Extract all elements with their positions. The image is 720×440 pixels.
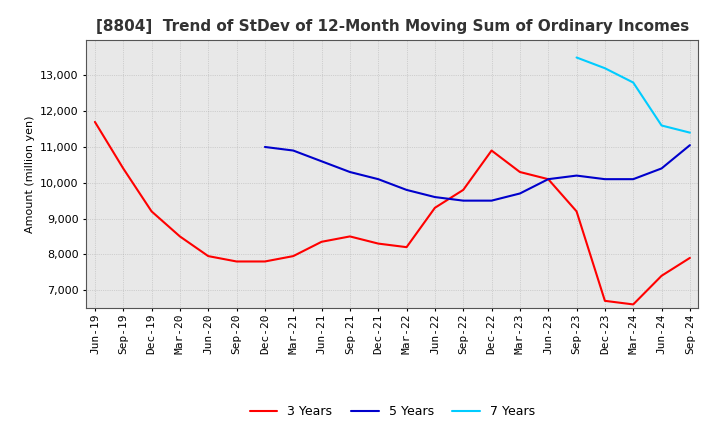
5 Years [600, 176, 609, 182]
5 Years [374, 176, 382, 182]
7 Years [657, 123, 666, 128]
Line: 7 Years: 7 Years [577, 58, 690, 132]
3 Years [261, 259, 269, 264]
Line: 3 Years: 3 Years [95, 122, 690, 304]
5 Years [459, 198, 467, 203]
3 Years [657, 273, 666, 279]
5 Years [431, 194, 439, 200]
3 Years [431, 205, 439, 210]
3 Years [346, 234, 354, 239]
5 Years [544, 176, 552, 182]
Y-axis label: Amount (million yen): Amount (million yen) [24, 115, 35, 233]
3 Years [119, 166, 127, 171]
3 Years [459, 187, 467, 193]
5 Years [289, 148, 297, 153]
3 Years [233, 259, 241, 264]
3 Years [685, 255, 694, 260]
5 Years [402, 187, 411, 193]
3 Years [629, 302, 637, 307]
3 Years [204, 253, 212, 259]
5 Years [685, 143, 694, 148]
3 Years [91, 119, 99, 125]
3 Years [148, 209, 156, 214]
7 Years [629, 80, 637, 85]
3 Years [289, 253, 297, 259]
3 Years [176, 234, 184, 239]
5 Years [318, 159, 326, 164]
3 Years [516, 169, 524, 175]
3 Years [402, 245, 411, 250]
7 Years [572, 55, 581, 60]
5 Years [261, 144, 269, 150]
3 Years [572, 209, 581, 214]
5 Years [657, 166, 666, 171]
Line: 5 Years: 5 Years [265, 145, 690, 201]
7 Years [600, 66, 609, 71]
5 Years [572, 173, 581, 178]
5 Years [516, 191, 524, 196]
3 Years [600, 298, 609, 304]
3 Years [318, 239, 326, 245]
Title: [8804]  Trend of StDev of 12-Month Moving Sum of Ordinary Incomes: [8804] Trend of StDev of 12-Month Moving… [96, 19, 689, 34]
3 Years [487, 148, 496, 153]
7 Years [685, 130, 694, 135]
3 Years [374, 241, 382, 246]
5 Years [346, 169, 354, 175]
5 Years [629, 176, 637, 182]
3 Years [544, 176, 552, 182]
Legend: 3 Years, 5 Years, 7 Years: 3 Years, 5 Years, 7 Years [245, 400, 540, 423]
5 Years [487, 198, 496, 203]
